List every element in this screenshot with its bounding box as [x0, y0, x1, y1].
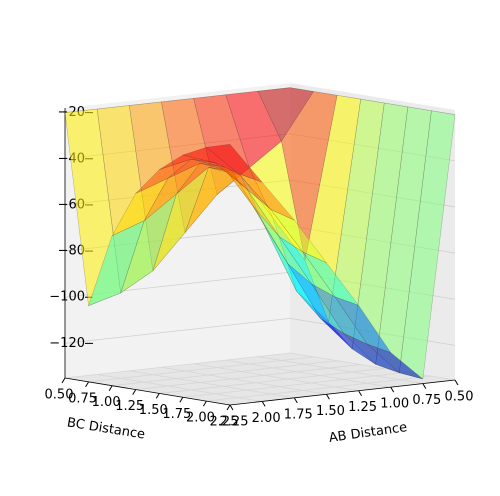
z-tick-label: −80	[58, 244, 85, 259]
y-tick-label: 2.00	[186, 411, 215, 426]
grid-line	[161, 366, 327, 395]
x-tick-label: 0.75	[412, 393, 441, 408]
grid-line	[257, 356, 423, 384]
x-tick	[422, 383, 427, 389]
grid-line	[225, 359, 391, 388]
y-axis-label: BC Distance	[66, 415, 146, 442]
y-tick	[155, 393, 160, 399]
y-tick	[226, 404, 231, 411]
y-tick-label: 1.25	[115, 399, 144, 414]
grid-line	[289, 352, 456, 381]
surface-patch	[205, 143, 263, 183]
grid-line	[112, 360, 338, 387]
grid-line	[129, 370, 295, 399]
grid-line	[97, 374, 263, 402]
axis-line	[229, 379, 456, 406]
grid-line	[193, 363, 359, 392]
y-tick-label: 1.50	[139, 403, 168, 418]
x-tick	[325, 394, 330, 400]
x-tick-label: 1.75	[284, 407, 313, 422]
x-tick-label: 1.50	[316, 404, 345, 419]
y-tick	[108, 385, 113, 391]
grid-line	[88, 356, 314, 383]
y-tick-label: 1.00	[92, 395, 121, 410]
y-tick	[85, 381, 90, 388]
x-tick-label: 0.50	[445, 390, 474, 405]
axis-line	[64, 377, 231, 406]
x-tick	[261, 401, 266, 407]
grid-line	[135, 364, 361, 390]
grid-line	[182, 371, 408, 398]
y-tick	[202, 400, 207, 407]
y-tick-label: 0.50	[45, 388, 74, 403]
x-tick	[229, 404, 234, 411]
y-tick	[132, 389, 137, 395]
y-tick	[61, 377, 66, 384]
x-tick-label: 2.00	[252, 411, 281, 426]
x-tick-label: 1.00	[380, 397, 409, 412]
grid-line	[206, 375, 432, 402]
z-tick-label: −100	[49, 290, 85, 305]
y-tick	[179, 397, 184, 403]
x-tick	[390, 386, 395, 393]
grid-line	[159, 368, 385, 394]
x-axis-label: AB Distance	[328, 420, 408, 446]
x-tick	[454, 379, 459, 386]
x-tick-label: 2.25	[220, 415, 249, 430]
floor-pane	[65, 353, 455, 405]
y-tick-label: 2.25	[210, 415, 239, 430]
x-tick	[358, 390, 363, 396]
z-tick-label: −120	[49, 336, 85, 351]
x-tick	[293, 397, 298, 404]
grid-line	[64, 352, 291, 379]
x-tick-label: 1.25	[348, 400, 377, 415]
y-tick-label: 1.75	[162, 407, 191, 422]
y-tick-label: 0.75	[68, 391, 97, 406]
